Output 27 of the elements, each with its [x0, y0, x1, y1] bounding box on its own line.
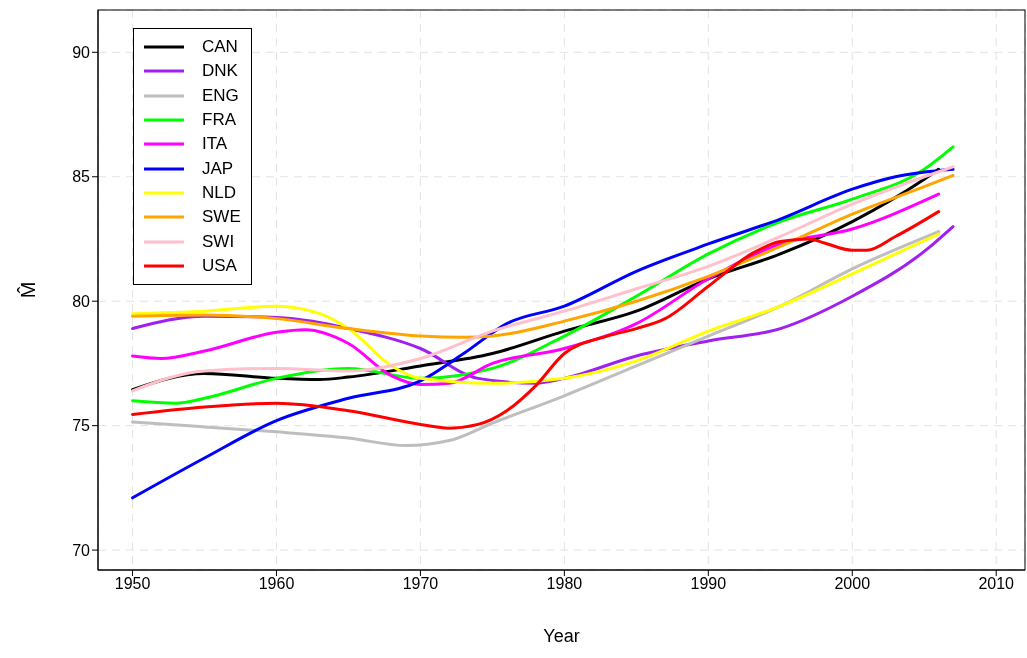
y-tick-label: 75 — [72, 417, 91, 435]
line-series — [131, 174, 955, 339]
x-tick-label: 1960 — [258, 575, 295, 593]
legend-label: JAP — [202, 158, 234, 179]
line-series — [131, 230, 941, 448]
y-axis-title: M̂ — [16, 281, 40, 299]
legend-label: ENG — [202, 85, 239, 106]
x-tick-label: 2000 — [834, 575, 871, 593]
legend-label: ITA — [202, 134, 228, 155]
legend-label: SWE — [202, 207, 241, 228]
legend-label: NLD — [202, 182, 237, 203]
x-axis-title: Year — [543, 626, 580, 646]
x-tick-label: 1990 — [690, 575, 727, 593]
legend-label: SWI — [202, 231, 235, 252]
legend-label: FRA — [202, 110, 236, 131]
x-tick-label: 1980 — [546, 575, 583, 593]
y-tick-label: 85 — [72, 168, 91, 186]
y-tick-label: 80 — [72, 292, 91, 310]
y-tick-label: 90 — [72, 43, 91, 61]
x-tick-label: 1970 — [402, 575, 439, 593]
line-series — [131, 210, 941, 430]
y-tick-label: 70 — [72, 541, 91, 559]
x-tick-label: 2010 — [978, 575, 1015, 593]
x-tick-label: 1950 — [114, 575, 151, 593]
legend-label: USA — [202, 255, 237, 276]
legend-label: DNK — [202, 61, 238, 82]
legend-label: CAN — [202, 37, 238, 58]
